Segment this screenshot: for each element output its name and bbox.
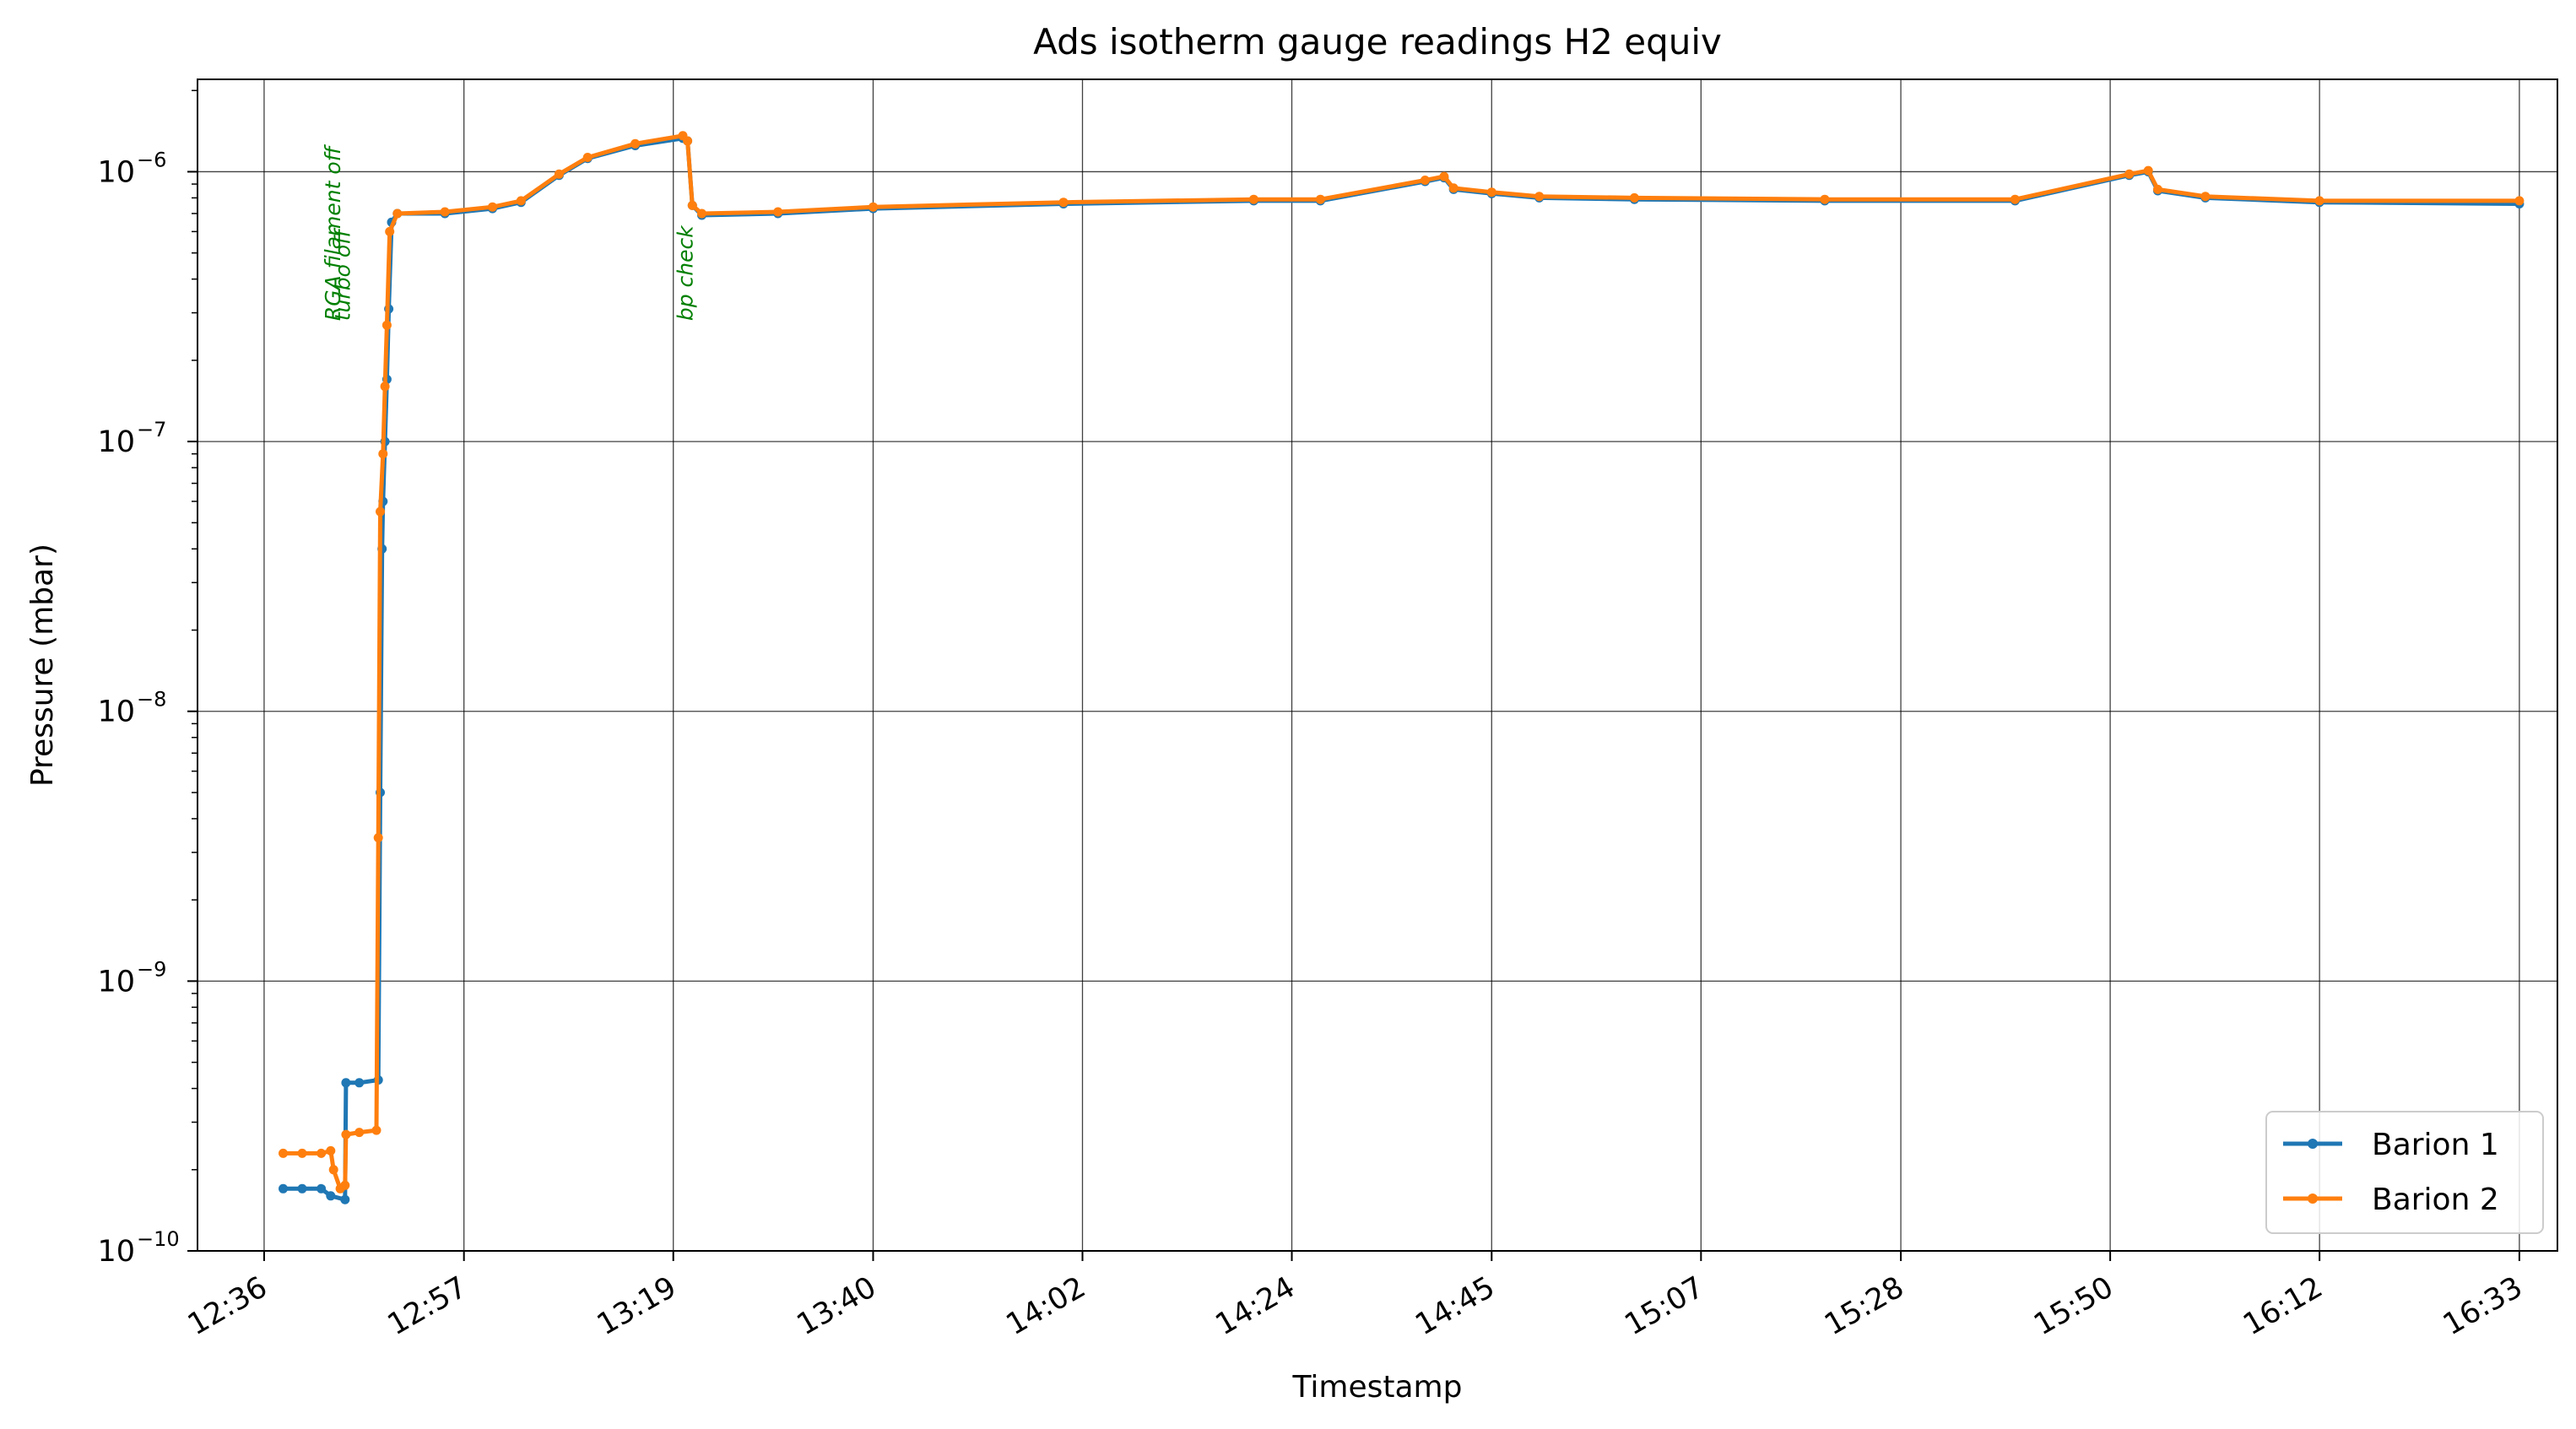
data-point — [380, 382, 390, 392]
data-point — [317, 1148, 327, 1158]
data-point — [1629, 192, 1639, 203]
data-point — [328, 1165, 338, 1175]
legend-label: Barion 2 — [2372, 1183, 2499, 1217]
data-point — [326, 1145, 336, 1156]
grid — [198, 79, 2557, 1252]
data-point — [326, 1191, 336, 1201]
data-point — [392, 208, 403, 219]
data-point — [376, 506, 385, 517]
data-point — [1420, 176, 1430, 185]
x-axis-label: Timestamp — [1292, 1370, 1463, 1405]
data-point — [683, 136, 693, 146]
annotation-text: turbo off — [330, 227, 354, 321]
data-point — [2124, 169, 2135, 179]
data-point — [1248, 194, 1258, 204]
y-tick-label-exponent: −9 — [137, 957, 166, 981]
y-tick-label-base: 10 — [97, 696, 135, 729]
plot-area — [198, 79, 2557, 1251]
data-point — [869, 202, 878, 212]
data-point — [371, 1125, 382, 1135]
annotation-text: RGA filament off — [321, 143, 345, 321]
data-point — [340, 1180, 350, 1190]
data-point — [2314, 196, 2324, 206]
legend-marker — [2308, 1194, 2318, 1204]
data-point — [488, 202, 497, 212]
data-point — [1486, 187, 1496, 198]
data-point — [773, 207, 783, 217]
series-line — [283, 133, 2519, 1191]
data-point — [1534, 192, 1545, 202]
data-point — [279, 1148, 288, 1158]
data-point — [2153, 184, 2162, 194]
legend-marker — [2308, 1139, 2318, 1149]
legend: Barion 1 Barion 2 — [2265, 1111, 2544, 1234]
data-point — [1439, 171, 1449, 181]
data-point — [2143, 165, 2153, 176]
y-tick-label-base: 10 — [97, 155, 135, 189]
data-point — [340, 1194, 350, 1204]
y-tick-label-base: 10 — [97, 1235, 135, 1269]
data-point — [317, 1183, 327, 1194]
data-point — [341, 1078, 351, 1088]
y-tick-label-exponent: −7 — [137, 418, 166, 441]
data-point — [2514, 196, 2525, 206]
data-point — [582, 153, 593, 162]
data-point — [297, 1183, 307, 1194]
y-axis-label: Pressure (mbar) — [25, 544, 60, 787]
data-point — [373, 833, 383, 842]
legend-label: Barion 1 — [2372, 1128, 2499, 1162]
data-point — [630, 138, 641, 149]
data-point — [354, 1128, 365, 1138]
data-point — [279, 1183, 288, 1194]
plot-frame — [197, 78, 2558, 1252]
data-point — [1315, 194, 1325, 204]
data-point — [1448, 183, 1458, 193]
annotation-text: bp check — [673, 225, 697, 321]
data-point — [385, 226, 395, 236]
y-tick-label-base: 10 — [97, 425, 135, 459]
data-point — [297, 1148, 307, 1158]
y-tick-label-exponent: −10 — [137, 1227, 180, 1251]
data-point — [378, 449, 388, 459]
chart-title: Ads isotherm gauge readings H2 equiv — [1033, 21, 1722, 62]
y-tick-label-base: 10 — [97, 965, 135, 999]
data-point — [2010, 194, 2020, 204]
y-tick-label-exponent: −8 — [137, 688, 166, 712]
data-point — [1820, 194, 1830, 204]
data-point — [516, 196, 526, 206]
data-point — [2200, 192, 2211, 202]
data-point — [382, 320, 392, 330]
data-point — [341, 1129, 351, 1139]
data-point — [440, 207, 450, 217]
data-point — [354, 1078, 365, 1088]
data-point — [554, 169, 564, 179]
data-point — [697, 208, 706, 219]
data-point — [1058, 198, 1069, 208]
data-point — [687, 200, 697, 210]
y-tick-label-exponent: −6 — [137, 148, 166, 171]
series-group — [279, 131, 2525, 1204]
